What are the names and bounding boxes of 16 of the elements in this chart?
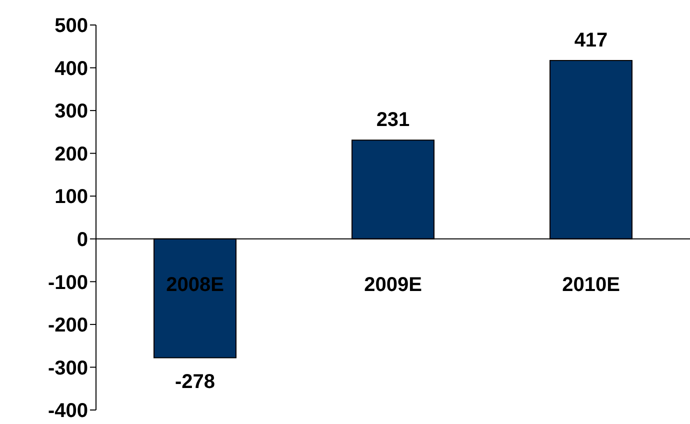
- y-tick-label: -400: [48, 400, 88, 422]
- y-tick-label: 100: [54, 186, 88, 208]
- x-tick-label: 2008E: [166, 274, 224, 296]
- data-label: 417: [574, 30, 608, 52]
- data-label: -278: [174, 370, 216, 393]
- y-tick-label: 200: [54, 143, 88, 166]
- y-tick-label: 400: [54, 58, 88, 80]
- y-tick-label: 0: [76, 228, 88, 251]
- x-tick-label: 2010E: [562, 274, 620, 296]
- y-tick-label: -200: [48, 314, 88, 337]
- data-label: 231: [376, 109, 410, 132]
- y-tick-label: 300: [54, 100, 88, 123]
- x-tick-label: 2009E: [364, 274, 422, 296]
- y-tick-label: -100: [48, 272, 88, 294]
- y-tick-label: 500: [54, 15, 88, 38]
- y-tick-label: -300: [48, 357, 88, 380]
